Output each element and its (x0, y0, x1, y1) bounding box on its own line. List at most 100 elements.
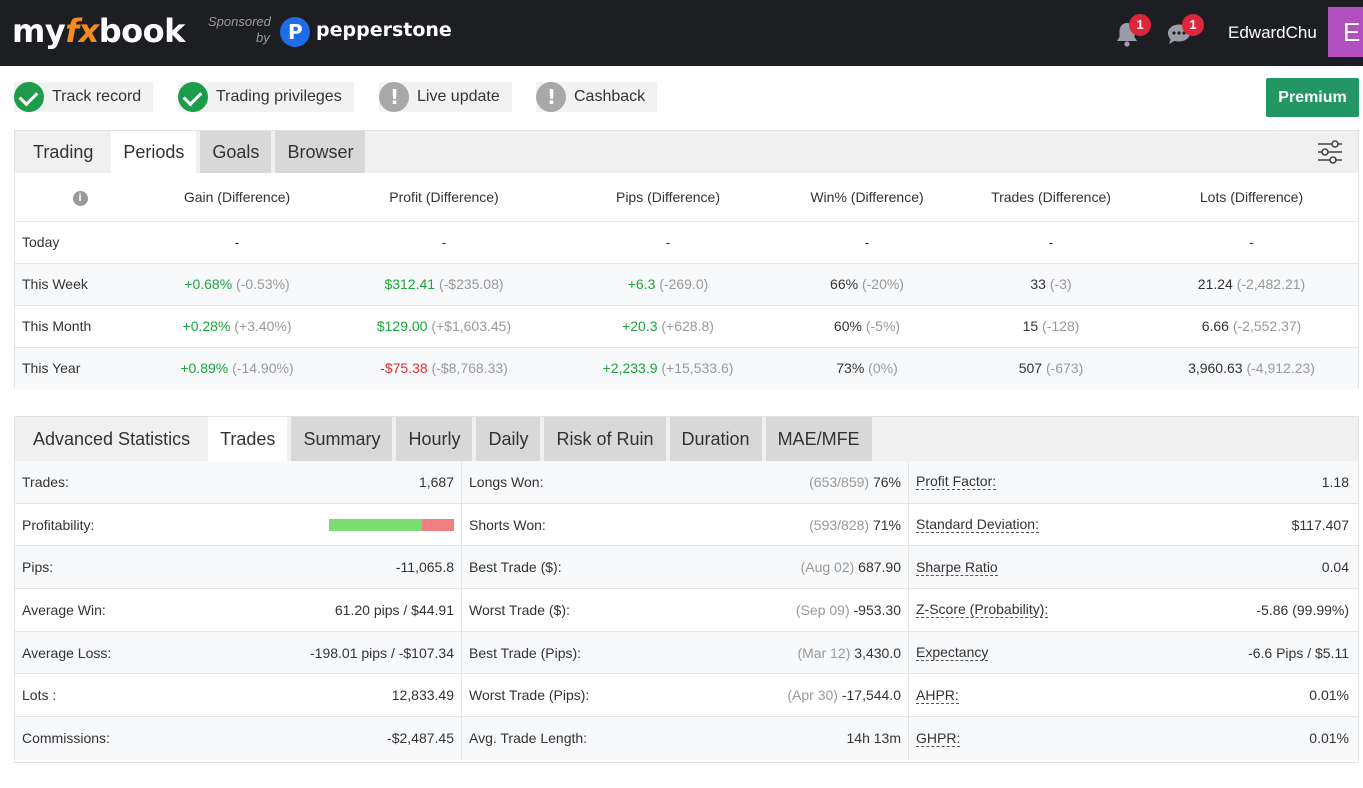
cell-value: 21.24 (1197, 276, 1233, 292)
cell-difference: (-$8,768.33) (431, 360, 508, 377)
status-label: Live update (417, 88, 500, 105)
stat-detail: (Aug 02) (800, 559, 855, 576)
trades-cell: - (957, 221, 1145, 264)
account-status-row: Track record Trading privileges Live upd… (0, 66, 1363, 129)
stat-row-profit-factor: Profit Factor: 1.18 (909, 461, 1358, 504)
cell-difference: (+15,533.6) (661, 360, 734, 377)
status-cashback[interactable]: Cashback (536, 82, 658, 112)
stat-value-group: (593/828) 71% (809, 517, 901, 533)
tab-trading[interactable]: Trading (15, 131, 112, 173)
status-track-record[interactable]: Track record (14, 82, 154, 112)
cell-value: +6.3 (627, 276, 656, 292)
stat-label-tooltip[interactable]: GHPR: (916, 729, 961, 747)
cell-value: +0.28% (182, 318, 231, 334)
trades-cell: 33 (-3) (957, 263, 1145, 306)
cell-value: 6.66 (1201, 318, 1229, 334)
column-header: Trades (Difference) (957, 173, 1145, 222)
stat-value: -5.86 (99.99%) (1256, 601, 1349, 618)
period-label: Today (15, 221, 145, 264)
stat-label: Shorts Won: (469, 516, 546, 533)
cell-difference: (-5%) (865, 318, 901, 334)
cell-difference: (-128) (1042, 318, 1080, 334)
stat-detail: (Sep 09) (795, 601, 850, 618)
premium-button[interactable]: Premium (1266, 78, 1359, 117)
stats-column-ratios: Profit Factor: 1.18 Standard Deviation: … (909, 461, 1358, 760)
advanced-statistics-panel: Advanced Statistics Trades Summary Hourl… (14, 416, 1359, 763)
status-trading-privileges[interactable]: Trading privileges (178, 82, 354, 112)
cell-difference: (-4,912.23) (1246, 360, 1315, 377)
stat-label-tooltip[interactable]: AHPR: (916, 686, 959, 704)
stat-row-avg-trade-length: Avg. Trade Length: 14h 13m (462, 717, 908, 760)
check-circle-icon (178, 82, 208, 112)
info-header-cell: i (15, 173, 145, 222)
status-label: Cashback (574, 88, 646, 105)
messages-count-badge: 1 (1182, 14, 1204, 36)
profitability-bar[interactable] (329, 518, 454, 531)
pepperstone-logo-icon[interactable] (280, 17, 310, 47)
tab-goals[interactable]: Goals (200, 131, 272, 173)
table-row: Today - - - - - - (15, 221, 1358, 264)
pips-cell: +2,233.9 (+15,533.6) (559, 347, 777, 389)
username-link[interactable]: EdwardChu (1228, 23, 1317, 42)
tab-trades[interactable]: Trades (208, 417, 288, 461)
stat-label-tooltip[interactable]: Standard Deviation: (916, 516, 1039, 534)
stat-value: 71% (872, 516, 901, 533)
gain-cell: +0.68% (-0.53%) (145, 263, 329, 306)
column-header: Lots (Difference) (1145, 173, 1358, 222)
stat-value: 3,430.0 (854, 644, 901, 661)
stat-value: 12,833.49 (391, 687, 454, 704)
pepperstone-name[interactable]: pepperstone (316, 19, 452, 41)
cell-difference: (-14.90%) (232, 360, 294, 377)
win-cell: 73% (0%) (777, 347, 957, 389)
settings-sliders-icon[interactable] (1316, 139, 1344, 165)
tab-periods[interactable]: Periods (111, 131, 197, 173)
tab-browser[interactable]: Browser (275, 131, 366, 173)
cell-difference: (+3.40%) (234, 318, 292, 334)
stat-row-trades: Trades: 1,687 (15, 461, 461, 504)
stat-value: 687.90 (858, 559, 901, 576)
cell-value: +0.68% (184, 276, 233, 292)
stat-value: 61.20 pips / $44.91 (334, 601, 454, 618)
info-icon[interactable]: i (72, 190, 88, 206)
tab-risk-of-ruin[interactable]: Risk of Ruin (544, 417, 666, 461)
cell-value: 73% (836, 360, 865, 377)
stat-value: -$2,487.45 (387, 730, 454, 747)
stat-row-lots: Lots : 12,833.49 (15, 674, 461, 718)
trades-cell: 507 (-673) (957, 347, 1145, 389)
stat-label-tooltip[interactable]: Sharpe Ratio (916, 558, 998, 576)
win-cell: 60% (-5%) (777, 305, 957, 348)
advanced-tab-bar: Advanced Statistics Trades Summary Hourl… (15, 417, 1358, 461)
cell-difference: (-673) (1045, 360, 1084, 377)
tab-hourly[interactable]: Hourly (396, 417, 473, 461)
tab-duration[interactable]: Duration (669, 417, 762, 461)
stat-value-group: (653/859) 76% (809, 474, 901, 490)
status-live-update[interactable]: Live update (379, 82, 512, 112)
stat-label-tooltip[interactable]: Profit Factor: (916, 473, 997, 491)
cell-difference: (-2,482.21) (1236, 276, 1306, 292)
stat-label-tooltip[interactable]: Expectancy (916, 644, 989, 662)
logo-text-my: my (12, 12, 66, 50)
stat-label: Trades: (22, 473, 69, 490)
cell-difference: (+628.8) (661, 318, 714, 334)
stat-row-z-score: Z-Score (Probability): -5.86 (99.99%) (909, 589, 1358, 632)
stat-value: $117.407 (1291, 516, 1349, 533)
tab-summary[interactable]: Summary (291, 417, 393, 461)
gain-cell: - (145, 221, 329, 264)
tab-daily[interactable]: Daily (476, 417, 541, 461)
win-cell: - (777, 221, 957, 264)
cell-value: +20.3 (622, 318, 658, 334)
cell-value: - (1249, 234, 1254, 250)
table-row: This Month +0.28% (+3.40%) $129.00 (+$1,… (15, 305, 1358, 348)
myfxbook-logo[interactable]: my fx book (12, 12, 185, 52)
tab-mae-mfe[interactable]: MAE/MFE (765, 417, 872, 461)
stat-value: 1,687 (418, 473, 454, 490)
trades-cell: 15 (-128) (957, 305, 1145, 348)
user-avatar[interactable]: E (1328, 7, 1363, 57)
stat-row-best-trade-usd: Best Trade ($): (Aug 02) 687.90 (462, 546, 908, 590)
stat-row-average-win: Average Win: 61.20 pips / $44.91 (15, 589, 461, 632)
period-label: This Year (15, 347, 145, 389)
stat-label-tooltip[interactable]: Z-Score (Probability): (916, 601, 1049, 619)
stat-value: -198.01 pips / -$107.34 (310, 644, 454, 661)
stat-value: 14h 13m (846, 730, 901, 747)
stat-value-group: (Sep 09) -953.30 (796, 602, 901, 618)
